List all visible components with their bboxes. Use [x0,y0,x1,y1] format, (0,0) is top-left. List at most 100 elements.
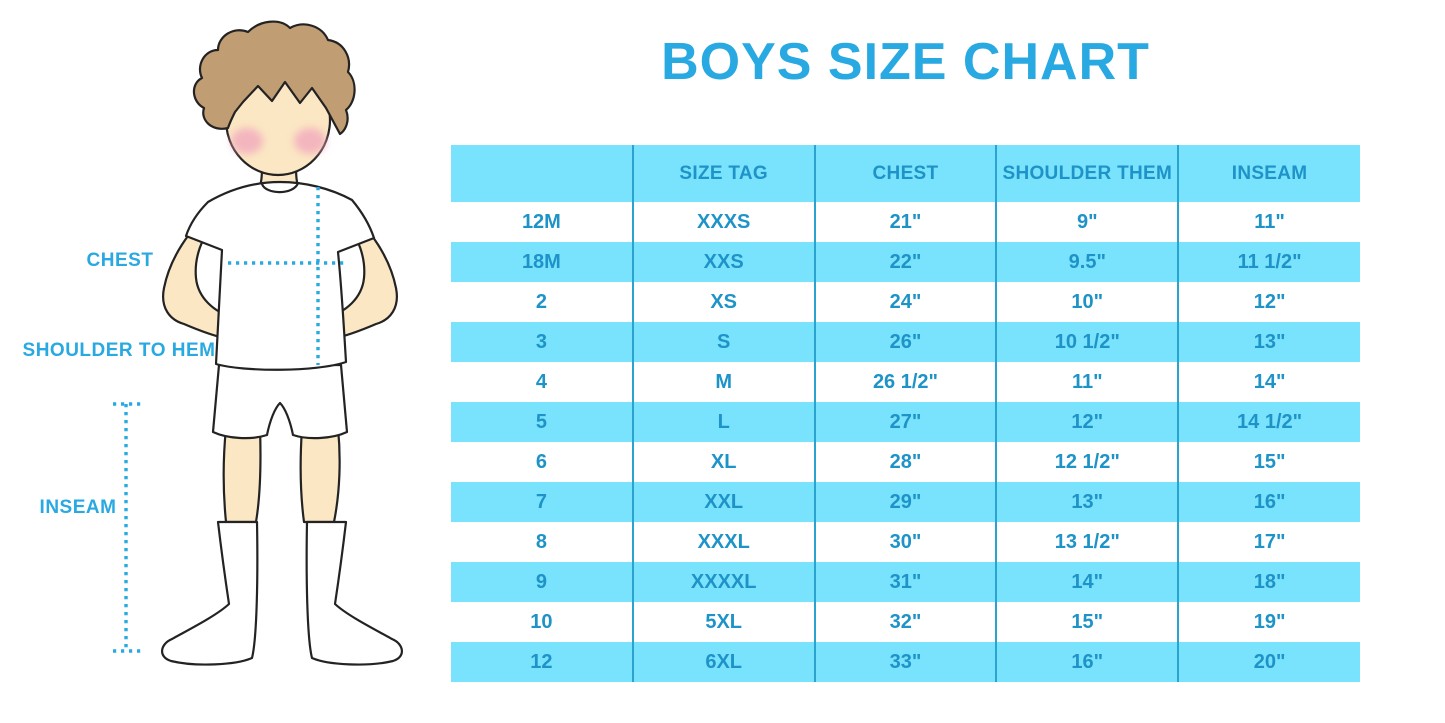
shoulder-to-hem-label: SHOULDER TO HEM [22,340,216,361]
table-cell: 5 [535,410,547,433]
table-cell: 13 1/2" [995,522,1179,562]
right-arm [324,212,398,341]
boy-illustration [113,20,403,666]
table-row: 6 XL 28" 12 1/2" 15" [451,442,1360,482]
table-cell: 22" [813,242,997,282]
table-cell: 32" [813,602,997,642]
table-row: 5 L 27" 12" 14 1/2" [451,402,1360,442]
table-cell: 12" [995,402,1179,442]
table-row: 18M XXS 22" 9.5" 11 1/2" [451,242,1360,282]
left-arm [162,212,236,341]
table-cell: XS [631,282,815,322]
col-header-inseam: INSEAM [1177,145,1360,202]
table-cell: 5XL [631,602,815,642]
table-cell: 26" [813,322,997,362]
table-cell: 13" [995,482,1179,522]
col-header-chest: CHEST [813,145,997,202]
right-cheek [294,128,326,154]
size-table-header: SIZE TAG CHEST SHOULDER THEM INSEAM [451,145,1360,202]
boy-shorts [211,363,349,440]
table-cell: 15" [1177,442,1360,482]
table-row: 7 XXL 29" 13" 16" [451,482,1360,522]
table-row: 2 XS 24" 10" 12" [451,282,1360,322]
table-cell: 12 1/2" [995,442,1179,482]
col-header-shoulder-them: SHOULDER THEM [995,145,1179,202]
chest-label: CHEST [86,250,154,271]
left-leg [222,426,262,524]
page-title: BOYS SIZE CHART [661,33,1150,91]
table-cell: 10 1/2" [995,322,1179,362]
table-cell: XXXXL [631,562,815,602]
boy-shirt [184,180,376,371]
table-cell: 8 [535,530,547,553]
table-cell: 16" [1177,482,1360,522]
table-cell: 10" [995,282,1179,322]
size-table: SIZE TAG CHEST SHOULDER THEM INSEAM 12M X… [451,145,1360,682]
table-cell: 11" [995,362,1179,402]
table-cell: 4 [535,370,547,393]
table-cell: 12" [1177,282,1360,322]
table-cell: 15" [995,602,1179,642]
table-cell: M [631,362,815,402]
table-cell: XXXL [631,522,815,562]
shirt-collar [260,181,300,194]
right-sock [305,520,403,666]
table-cell: 17" [1177,522,1360,562]
right-leg [299,426,341,524]
table-cell: 18M [521,250,561,273]
table-cell: 9.5" [995,242,1179,282]
table-row: 12M XXXS 21" 9" 11" [451,202,1360,242]
table-cell: 16" [995,642,1179,682]
left-sock [161,520,259,666]
table-cell: 2 [535,290,547,313]
table-cell: 19" [1177,602,1360,642]
table-cell: 11" [1177,202,1360,242]
table-cell: XXXS [631,202,815,242]
inseam-label: INSEAM [39,497,117,518]
table-cell: 31" [813,562,997,602]
table-cell: 20" [1177,642,1360,682]
table-cell: 12M [521,210,561,233]
table-row: 12 6XL 33" 16" 20" [451,642,1360,682]
col-header-size-tag: SIZE TAG [631,145,815,202]
table-cell: 24" [813,282,997,322]
size-table-body: 12M XXXS 21" 9" 11" 18M XXS 22" 9.5" 11 1/2" 2 XS 24… [451,202,1360,682]
table-cell: S [631,322,815,362]
table-cell: 7 [535,490,547,513]
table-cell: 13" [1177,322,1360,362]
table-cell: 14" [995,562,1179,602]
table-cell: 12 [530,650,553,673]
table-cell: 28" [813,442,997,482]
table-cell: L [631,402,815,442]
boy-figure-area: CHEST SHOULDER TO HEM INSEAM [0,0,450,723]
table-cell: 33" [813,642,997,682]
table-cell: XXS [631,242,815,282]
table-cell: XL [631,442,815,482]
table-cell: XXL [631,482,815,522]
table-row: 10 5XL 32" 15" 19" [451,602,1360,642]
table-cell: 11 1/2" [1177,242,1360,282]
table-cell: 30" [813,522,997,562]
table-cell: 27" [813,402,997,442]
table-row: 3 S 26" 10 1/2" 13" [451,322,1360,362]
table-row: 4 M 26 1/2" 11" 14" [451,362,1360,402]
table-cell: 26 1/2" [813,362,997,402]
table-cell: 14" [1177,362,1360,402]
table-cell: 21" [813,202,997,242]
table-cell: 3 [535,330,547,353]
table-row: 9 XXXXL 31" 14" 18" [451,562,1360,602]
left-cheek [231,128,263,154]
table-row: 8 XXXL 30" 13 1/2" 17" [451,522,1360,562]
col-header-size [451,145,633,202]
table-cell: 14 1/2" [1177,402,1360,442]
table-cell: 9" [995,202,1179,242]
table-cell: 10 [530,610,553,633]
table-cell: 9 [535,570,547,593]
table-cell: 6XL [631,642,815,682]
table-cell: 6 [535,450,547,473]
boy-hair [192,20,356,136]
table-cell: 18" [1177,562,1360,602]
table-cell: 29" [813,482,997,522]
header-row: SIZE TAG CHEST SHOULDER THEM INSEAM [451,145,1360,202]
